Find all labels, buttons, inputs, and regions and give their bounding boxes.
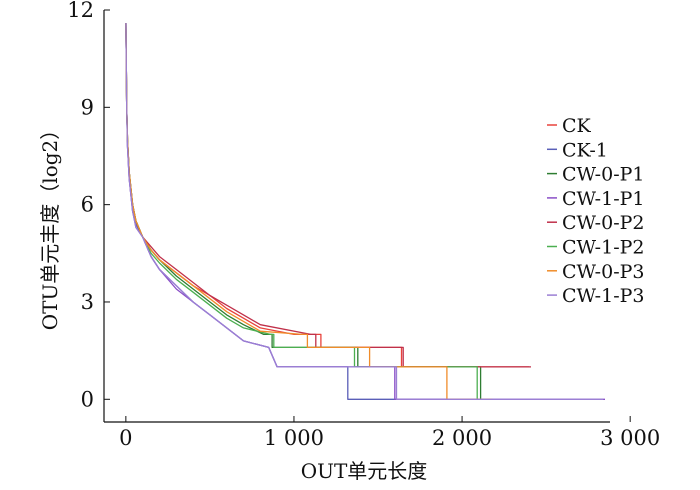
- legend-label: CW-0-P1: [562, 164, 645, 186]
- series-line-cw-1-p2: [125, 22, 484, 400]
- y-tick-label: 12: [67, 0, 94, 22]
- legend-label: CW-0-P2: [562, 212, 645, 234]
- y-tick-label: 6: [81, 193, 94, 217]
- axes: [103, 10, 610, 423]
- y-tick-label: 9: [81, 95, 94, 119]
- x-tick-label: 3 000: [600, 426, 660, 450]
- series-line-ck-1: [125, 22, 491, 400]
- x-axis-title: OUT单元长度: [301, 459, 428, 483]
- series-line-cw-1-p1: [125, 22, 605, 400]
- series-line-cw-0-p3: [125, 22, 493, 400]
- series-line-cw-0-p1: [125, 22, 493, 400]
- legend-label: CW-1-P3: [562, 285, 645, 307]
- legend-label: CK: [562, 115, 592, 137]
- x-tick-label: 1 000: [264, 426, 324, 450]
- series-line-ck: [125, 22, 530, 368]
- y-axis-title: OTU单元丰度（log2）: [38, 120, 62, 331]
- series-line-cw-0-p2: [125, 22, 531, 368]
- legend-label: CW-0-P3: [562, 261, 645, 283]
- legend-label: CW-1-P1: [562, 188, 645, 210]
- x-tick-label: 2 000: [432, 426, 492, 450]
- legend-label: CW-1-P2: [562, 237, 645, 259]
- x-tick-label: 0: [119, 426, 132, 450]
- y-tick-label: 0: [81, 387, 94, 411]
- ticks-layer: 0 1 000 2 000 3 000 0 3 6 9 12: [67, 0, 660, 450]
- series-layer: [125, 22, 605, 400]
- series-line-cw-1-p3: [125, 22, 604, 400]
- y-tick-label: 3: [81, 290, 94, 314]
- legend-label: CK-1: [562, 139, 608, 161]
